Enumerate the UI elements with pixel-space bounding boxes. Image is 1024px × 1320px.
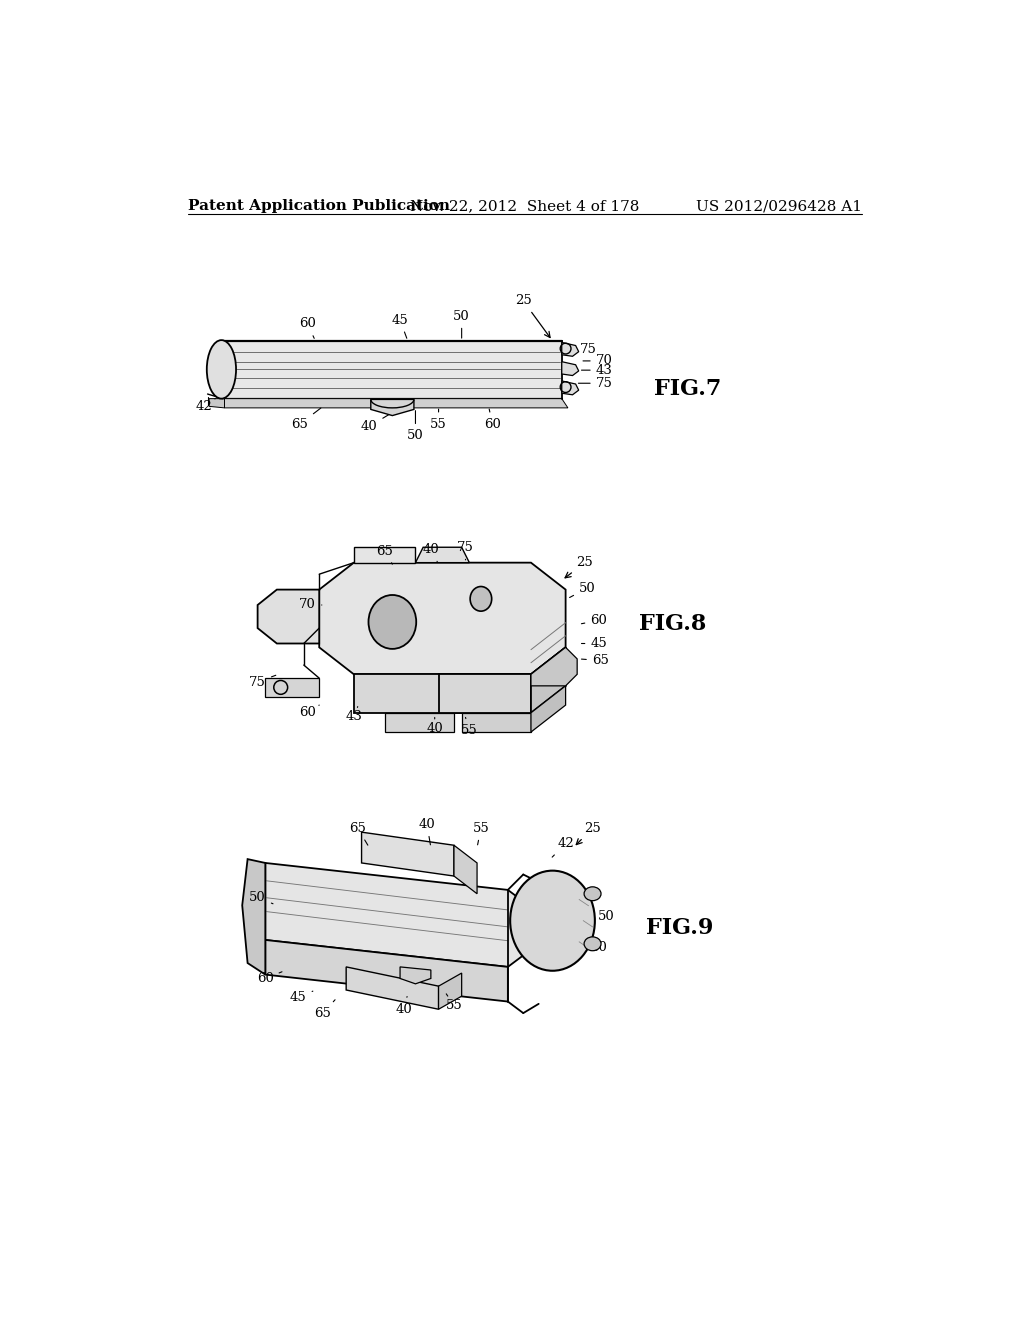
Ellipse shape	[470, 586, 492, 611]
Text: 65: 65	[292, 408, 321, 430]
Polygon shape	[243, 859, 265, 974]
Ellipse shape	[369, 595, 416, 649]
Text: 40: 40	[395, 997, 413, 1016]
Polygon shape	[531, 647, 578, 686]
Polygon shape	[531, 647, 565, 713]
Text: 65: 65	[314, 999, 335, 1019]
Text: 60: 60	[582, 614, 607, 627]
Polygon shape	[531, 686, 565, 733]
Polygon shape	[319, 562, 565, 675]
Text: 42: 42	[196, 399, 215, 413]
Text: 45: 45	[392, 314, 409, 338]
Text: 50: 50	[249, 891, 273, 904]
Polygon shape	[438, 973, 462, 1010]
Polygon shape	[562, 342, 579, 356]
Text: 75: 75	[457, 541, 474, 560]
Polygon shape	[462, 713, 531, 733]
Text: 55: 55	[430, 409, 446, 430]
Text: 65: 65	[582, 653, 608, 667]
Ellipse shape	[584, 937, 601, 950]
Polygon shape	[224, 399, 568, 408]
Polygon shape	[361, 832, 454, 876]
Polygon shape	[346, 966, 438, 1010]
Text: 43: 43	[345, 706, 362, 723]
Text: US 2012/0296428 A1: US 2012/0296428 A1	[696, 199, 862, 213]
Text: 42: 42	[552, 837, 574, 857]
Text: 60: 60	[590, 941, 607, 954]
Ellipse shape	[510, 871, 595, 970]
Text: FIG.7: FIG.7	[654, 379, 722, 400]
Text: 60: 60	[299, 705, 319, 719]
Ellipse shape	[207, 341, 237, 399]
Text: 70: 70	[583, 354, 612, 367]
Text: 50: 50	[408, 411, 424, 442]
Polygon shape	[209, 399, 224, 408]
Polygon shape	[265, 940, 508, 1002]
Text: 50: 50	[454, 310, 470, 338]
Text: 55: 55	[472, 822, 489, 845]
Text: 45: 45	[290, 991, 312, 1005]
Text: 75: 75	[579, 376, 612, 389]
Text: 70: 70	[299, 598, 322, 611]
Text: FIG.9: FIG.9	[646, 917, 714, 940]
Text: 50: 50	[569, 582, 596, 598]
Text: 40: 40	[360, 414, 390, 433]
Polygon shape	[438, 675, 531, 713]
Polygon shape	[258, 590, 319, 644]
Text: 55: 55	[445, 994, 462, 1012]
Text: Patent Application Publication: Patent Application Publication	[188, 199, 451, 213]
Text: 60: 60	[299, 317, 316, 338]
Polygon shape	[354, 675, 531, 713]
Text: 43: 43	[582, 363, 612, 376]
Polygon shape	[454, 845, 477, 894]
Polygon shape	[562, 381, 579, 395]
Text: 25: 25	[565, 556, 593, 578]
Text: 55: 55	[461, 718, 478, 737]
Text: 40: 40	[419, 818, 435, 845]
Polygon shape	[265, 678, 319, 697]
Polygon shape	[385, 713, 454, 733]
Text: 65: 65	[349, 822, 368, 845]
Text: 60: 60	[257, 972, 282, 985]
Text: 45: 45	[582, 638, 607, 649]
Text: FIG.8: FIG.8	[639, 614, 707, 635]
Text: 50: 50	[592, 911, 614, 924]
Polygon shape	[416, 548, 469, 562]
Polygon shape	[265, 863, 539, 966]
Text: 75: 75	[574, 343, 597, 356]
Polygon shape	[531, 647, 565, 713]
Text: 25: 25	[515, 294, 550, 338]
Text: 25: 25	[577, 822, 601, 845]
Text: 75: 75	[249, 676, 275, 689]
Text: 40: 40	[423, 543, 439, 562]
Polygon shape	[354, 548, 416, 562]
Text: Nov. 22, 2012  Sheet 4 of 178: Nov. 22, 2012 Sheet 4 of 178	[411, 199, 639, 213]
Text: 65: 65	[376, 545, 393, 564]
Polygon shape	[562, 362, 579, 376]
Polygon shape	[400, 966, 431, 983]
Polygon shape	[223, 341, 562, 399]
Text: 40: 40	[426, 718, 443, 735]
Polygon shape	[371, 400, 414, 416]
Text: 60: 60	[484, 409, 501, 430]
Ellipse shape	[584, 887, 601, 900]
